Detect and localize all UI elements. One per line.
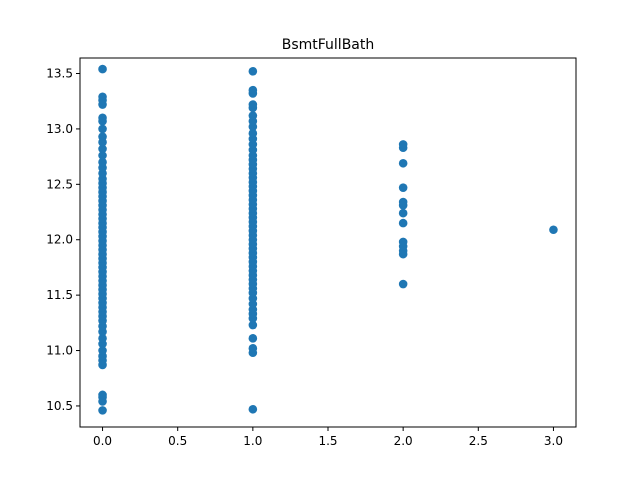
data-point [98, 334, 107, 343]
data-point [98, 144, 107, 154]
data-point [98, 346, 107, 355]
x-tick-label: 3.0 [544, 434, 563, 448]
y-tick-label: 12.5 [46, 177, 73, 191]
data-point [549, 225, 558, 235]
data-point [398, 158, 408, 168]
data-point [248, 334, 258, 343]
data-point [248, 67, 258, 76]
x-tick-label: 1.5 [318, 434, 337, 448]
data-point [398, 279, 408, 289]
data-point [98, 124, 107, 134]
data-point [398, 218, 408, 228]
chart-title: BsmtFullBath [282, 37, 375, 53]
data-point [248, 111, 258, 120]
data-point [248, 344, 258, 353]
data-point [98, 157, 107, 167]
data-point [98, 390, 107, 400]
y-tick-label: 13.0 [46, 122, 73, 136]
points-layer [98, 64, 558, 415]
data-point [98, 113, 107, 123]
y-axis: 10.5 11.0 11.5 12.0 12.5 13.0 13.5 [46, 67, 80, 413]
x-tick-label: 0.0 [93, 434, 112, 448]
y-tick-label: 11.0 [46, 344, 73, 358]
y-tick-label: 12.0 [46, 233, 73, 247]
data-point [98, 92, 107, 102]
data-point [248, 404, 258, 414]
data-point [248, 100, 258, 109]
y-tick-label: 11.5 [46, 288, 73, 302]
y-tick-label: 10.5 [46, 399, 73, 413]
data-point [248, 320, 258, 330]
y-tick-label: 13.5 [46, 67, 73, 81]
data-point [248, 85, 258, 95]
data-point [98, 132, 107, 141]
data-point [398, 183, 408, 192]
x-tick-label: 0.5 [168, 434, 187, 448]
data-point [398, 237, 408, 247]
data-point [398, 140, 408, 149]
data-point [248, 129, 258, 138]
data-point [98, 64, 107, 74]
x-tick-label: 2.0 [394, 434, 413, 448]
data-point [398, 197, 408, 207]
data-point [98, 151, 107, 160]
x-tick-label: 2.5 [469, 434, 488, 448]
x-tick-label: 1.0 [243, 434, 262, 448]
x-axis: 0.0 0.5 1.0 1.5 2.0 2.5 3.0 [93, 427, 563, 448]
data-point [398, 208, 408, 218]
data-point [98, 406, 107, 415]
